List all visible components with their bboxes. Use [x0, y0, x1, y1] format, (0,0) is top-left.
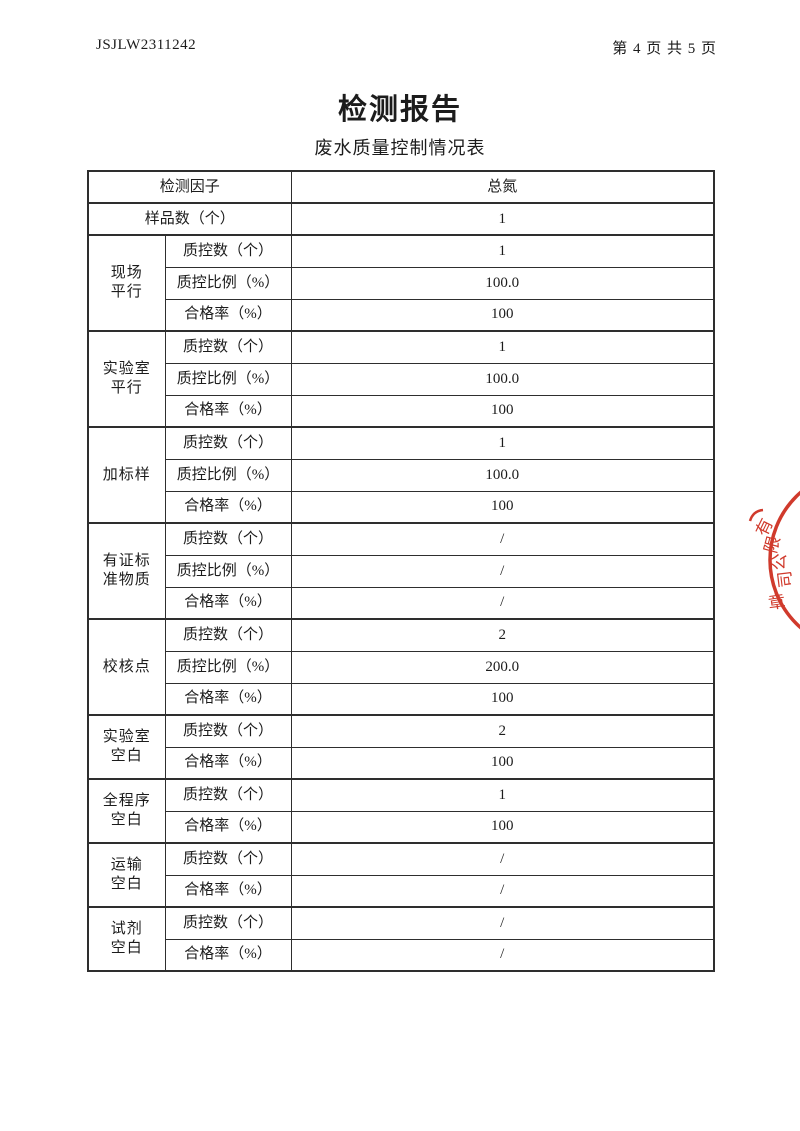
seal-circle-arc	[768, 490, 800, 630]
cell-row-label: 质控数（个）	[164, 842, 292, 876]
table-row: 合格率（%） /	[88, 938, 715, 972]
cell-row-label: 质控数（个）	[164, 618, 292, 652]
cell-row-label: 合格率（%）	[164, 938, 292, 972]
table-row: 校核点 质控数（个） 2	[87, 618, 715, 716]
company-seal-stamp: 有 限 公 司 章	[748, 490, 800, 630]
cell-row-label: 合格率（%）	[164, 586, 292, 620]
cell-row-label: 质控数（个）	[164, 714, 292, 748]
seal-arc-char: 限	[761, 534, 784, 555]
cell-row-value: 100.0	[290, 362, 715, 396]
cell-row-value: 100.0	[290, 266, 715, 300]
cell-row-label: 质控数（个）	[164, 426, 292, 460]
table-row: 质控比例（%） 200.0	[88, 650, 715, 684]
cell-group-name: 实验室 平行	[87, 330, 166, 428]
seal-bottom-char: 章	[767, 592, 786, 613]
cell-row-value: 100	[290, 394, 715, 428]
cell-row-label: 合格率（%）	[164, 298, 292, 332]
cell-row-label: 质控比例（%）	[164, 650, 292, 684]
cell-row-label: 合格率（%）	[164, 682, 292, 716]
table-caption: 废水质量控制情况表	[314, 138, 486, 158]
cell-group-name: 现场 平行	[87, 234, 166, 332]
cell-row-value: 1	[290, 330, 715, 364]
cell-row-label: 质控数（个）	[164, 330, 292, 364]
cell-row-label: 合格率（%）	[164, 810, 292, 844]
table-row: 合格率（%） 100	[88, 746, 715, 780]
table-row: 加标样 质控数（个） 1	[87, 426, 715, 524]
cell-row-label: 合格率（%）	[164, 746, 292, 780]
cell-row-label: 质控比例（%）	[164, 554, 292, 588]
table-row: 合格率（%） /	[88, 586, 715, 620]
cell-factor-label: 检测因子	[87, 170, 292, 204]
table-row: 质控比例（%） 100.0	[88, 266, 715, 300]
table-row: 样品数（个） 1	[87, 202, 715, 236]
cell-row-label: 质控数（个）	[164, 778, 292, 812]
cell-row-label: 合格率（%）	[164, 490, 292, 524]
table-row: 检测因子 总氮	[87, 170, 715, 204]
table-row: 合格率（%） 100	[88, 490, 715, 524]
cell-row-value: 1	[290, 234, 715, 268]
table-row: 实验室 平行 质控数（个） 1	[87, 330, 715, 428]
cell-row-value: 2	[290, 714, 715, 748]
cell-group-name: 加标样	[87, 426, 166, 524]
cell-group-name: 实验室 空白	[87, 714, 166, 780]
table-row: 全程序 空白 质控数（个） 1	[87, 778, 715, 844]
cell-row-value: 100	[290, 682, 715, 716]
table-row: 质控比例（%） 100.0	[88, 362, 715, 396]
table-row: 合格率（%） 100	[88, 394, 715, 428]
cell-row-label: 质控数（个）	[164, 906, 292, 940]
cell-row-value: 1	[290, 778, 715, 812]
table-row: 现场 平行 质控数（个） 1	[87, 234, 715, 332]
cell-row-value: /	[290, 522, 715, 556]
cell-row-value: 100.0	[290, 458, 715, 492]
seal-arc-char: 有	[752, 515, 777, 539]
cell-row-label: 质控数（个）	[164, 234, 292, 268]
cell-group-name: 全程序 空白	[87, 778, 166, 844]
table-row: 合格率（%） /	[88, 874, 715, 908]
table-row: 质控比例（%） /	[88, 554, 715, 588]
cell-group-name: 校核点	[87, 618, 166, 716]
table-row: 试剂 空白 质控数（个） /	[87, 906, 715, 972]
cell-row-value: 100	[290, 746, 715, 780]
page-indicator: 第 4 页 共 5 页	[612, 41, 717, 57]
cell-row-value: 100	[290, 490, 715, 524]
table-row: 合格率（%） 100	[88, 810, 715, 844]
cell-row-value: /	[290, 842, 715, 876]
page-title: 检测报告	[337, 94, 462, 126]
cell-row-label: 合格率（%）	[164, 394, 292, 428]
cell-group-name: 试剂 空白	[87, 906, 166, 972]
cell-row-value: 200.0	[290, 650, 715, 684]
cell-group-name: 运输 空白	[87, 842, 166, 908]
qc-table: 检测因子 总氮 样品数（个） 1 现场 平行 质控数（个） 1 质控比例（%） …	[87, 170, 716, 972]
table-row: 合格率（%） 100	[88, 682, 715, 716]
cell-sample-value: 1	[290, 202, 715, 236]
table-row: 质控比例（%） 100.0	[88, 458, 715, 492]
cell-row-value: /	[290, 938, 715, 972]
seal-partial-char	[748, 508, 764, 522]
cell-group-name: 有证标 准物质	[87, 522, 166, 620]
cell-row-value: /	[290, 554, 715, 588]
cell-row-label: 质控比例（%）	[164, 266, 292, 300]
cell-row-label: 质控数（个）	[164, 522, 292, 556]
seal-arc-char: 公	[769, 553, 789, 571]
table-row: 合格率（%） 100	[88, 298, 715, 332]
table-row: 有证标 准物质 质控数（个） /	[87, 522, 715, 620]
report-code: JSJLW2311242	[96, 37, 197, 53]
cell-factor-value: 总氮	[290, 170, 715, 204]
cell-row-value: /	[290, 906, 715, 940]
cell-row-label: 质控比例（%）	[164, 362, 292, 396]
cell-row-label: 质控比例（%）	[164, 458, 292, 492]
cell-row-value: 2	[290, 618, 715, 652]
cell-row-value: 100	[290, 810, 715, 844]
cell-row-value: 1	[290, 426, 715, 460]
table-row: 实验室 空白 质控数（个） 2	[87, 714, 715, 780]
cell-row-value: /	[290, 874, 715, 908]
cell-row-label: 合格率（%）	[164, 874, 292, 908]
cell-row-value: /	[290, 586, 715, 620]
cell-row-value: 100	[290, 298, 715, 332]
cell-sample-label: 样品数（个）	[87, 202, 292, 236]
table-row: 运输 空白 质控数（个） /	[87, 842, 715, 908]
seal-arc-char: 司	[775, 570, 796, 589]
